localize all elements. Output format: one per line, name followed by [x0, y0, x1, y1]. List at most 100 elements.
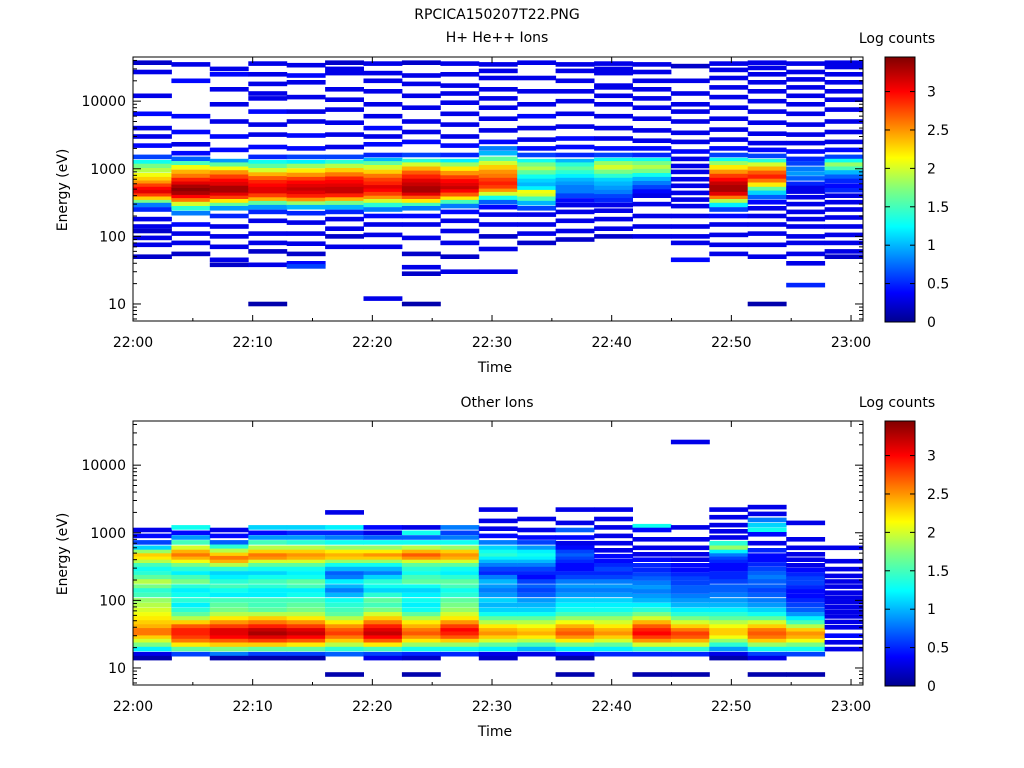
heatmap-cell	[824, 174, 864, 180]
heatmap-cell	[133, 533, 172, 539]
heatmap-cell	[747, 642, 787, 648]
heatmap-cell	[709, 642, 749, 648]
heatmap-cell	[555, 189, 595, 194]
heatmap-cell	[478, 574, 518, 580]
heatmap-cell	[517, 231, 557, 236]
panel-title: Other Ions	[460, 395, 533, 411]
heatmap-cell	[709, 607, 749, 613]
heatmap-cell	[363, 535, 403, 540]
heatmap-cell	[171, 559, 211, 565]
heatmap-cell	[248, 584, 288, 589]
heatmap-cell	[747, 511, 787, 517]
heatmap-cell	[517, 166, 557, 172]
heatmap-cell	[824, 604, 864, 610]
heatmap-cell	[670, 130, 710, 136]
heatmap-cell	[555, 162, 595, 167]
heatmap-cell	[517, 559, 557, 565]
heatmap-cell	[363, 628, 403, 633]
heatmap-cell	[670, 602, 710, 608]
heatmap-cell	[133, 202, 172, 208]
heatmap-cell	[248, 530, 288, 536]
heatmap-cell	[709, 514, 749, 520]
heatmap-cell	[286, 180, 326, 186]
heatmap-cell	[594, 588, 633, 593]
heatmap-cell	[171, 198, 211, 203]
colorbar-gradient	[884, 420, 916, 687]
heatmap-cell	[478, 526, 518, 531]
heatmap-cell	[555, 631, 595, 637]
heatmap-cell	[786, 638, 826, 644]
heatmap-cell	[747, 182, 787, 188]
heatmap-cell	[440, 607, 480, 613]
heatmap-cell	[670, 607, 710, 613]
heatmap-cell	[363, 588, 403, 593]
heatmap-cell	[363, 545, 403, 551]
heatmap-cell	[209, 624, 249, 629]
heatmap-cell	[632, 234, 672, 239]
heatmap-cell	[363, 152, 403, 158]
heatmap-cell	[440, 196, 480, 202]
heatmap-cell	[209, 607, 249, 613]
colorbar-tick-label: 1.5	[927, 564, 949, 580]
colorbar-tick-label: 3	[927, 449, 936, 465]
y-axis-ticks: 10 100 1000 10000	[81, 423, 863, 684]
heatmap-cell	[670, 651, 710, 657]
heatmap-cell	[594, 638, 633, 644]
heatmap-cell	[133, 631, 172, 637]
heatmap-cell	[325, 638, 364, 644]
heatmap-cell	[594, 70, 633, 76]
heatmap-cell	[286, 190, 326, 196]
heatmap-cell	[786, 176, 826, 181]
heatmap-cell	[594, 189, 633, 195]
heatmap-cell	[286, 94, 326, 100]
heatmap-cell	[133, 616, 172, 621]
heatmap-cell	[478, 642, 518, 648]
heatmap-cell	[632, 105, 672, 110]
heatmap-cell	[555, 144, 595, 150]
heatmap-cell	[555, 111, 595, 117]
heatmap-cell	[709, 635, 749, 640]
heatmap-cell	[747, 178, 787, 184]
heatmap-cell	[555, 540, 595, 546]
heatmap-cell	[632, 138, 672, 143]
heatmap-cell	[286, 176, 326, 182]
heatmap-cell	[171, 553, 211, 558]
heatmap-cell	[632, 620, 672, 625]
heatmap-cell	[209, 87, 249, 92]
heatmap-cell	[786, 240, 826, 246]
heatmap-cell	[325, 216, 364, 222]
heatmap-cell	[786, 557, 826, 562]
heatmap-cell	[594, 152, 633, 158]
heatmap-cell	[209, 202, 249, 208]
heatmap-cell	[248, 96, 288, 101]
heatmap-cell	[325, 620, 364, 625]
heatmap-cell	[248, 642, 288, 648]
heatmap-cell	[632, 185, 672, 190]
heatmap-cell	[209, 631, 249, 637]
heatmap-cell	[325, 510, 364, 515]
heatmap-cell	[363, 592, 403, 598]
heatmap-cell	[248, 109, 288, 114]
heatmap-cell	[325, 588, 364, 593]
heatmap-cell	[747, 579, 787, 584]
x-tick-label: 22:30	[472, 699, 512, 715]
heatmap-cell	[709, 165, 749, 170]
heatmap-cell	[133, 638, 172, 644]
heatmap-cell	[670, 163, 710, 169]
heatmap-cell	[286, 553, 326, 558]
heatmap-cell	[709, 631, 749, 637]
heatmap-cell	[594, 631, 633, 637]
heatmap-cell	[747, 620, 787, 625]
heatmap-cell	[517, 607, 557, 613]
heatmap-cell	[286, 574, 326, 580]
heatmap-cell	[824, 89, 864, 94]
heatmap-cell	[555, 549, 595, 555]
heatmap-cell	[209, 185, 249, 191]
heatmap-cell	[670, 631, 710, 637]
heatmap-cell	[594, 602, 633, 608]
heatmap-cell	[133, 620, 172, 625]
heatmap-cell	[517, 162, 557, 167]
heatmap-cell	[440, 535, 480, 540]
heatmap-cell	[709, 579, 749, 584]
heatmap-cell	[478, 571, 518, 576]
